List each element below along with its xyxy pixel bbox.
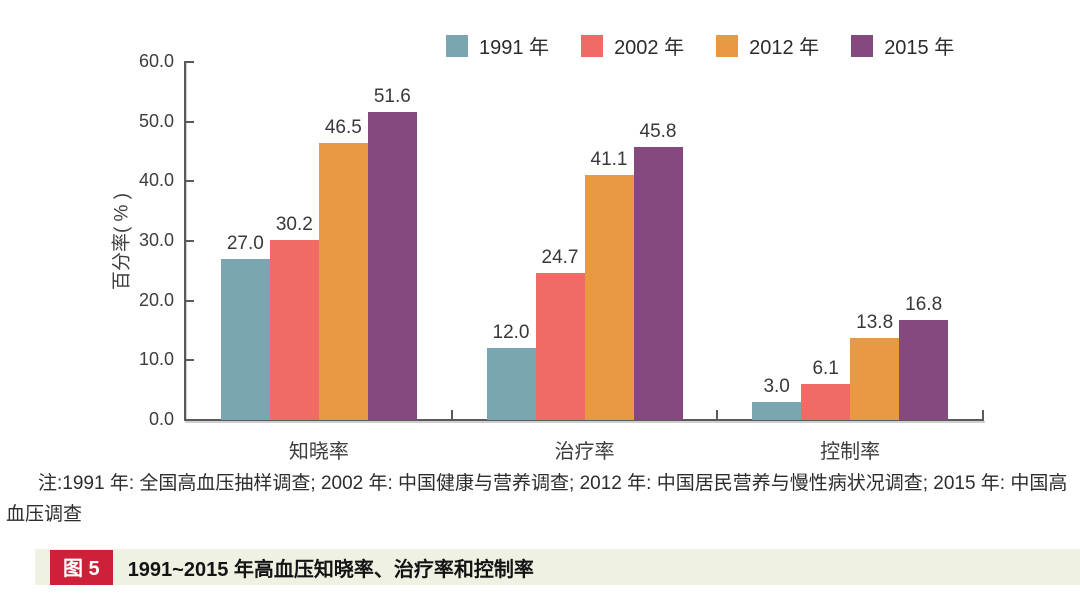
legend-item: 2002 年 [581, 31, 684, 60]
bar [850, 337, 900, 420]
bar-value-label: 3.0 [763, 376, 790, 398]
y-axis-tick [186, 359, 194, 362]
legend-label: 2002 年 [614, 37, 685, 59]
bar [899, 319, 949, 420]
legend-item: 2015 年 [851, 31, 954, 60]
legend-item: 1991 年 [446, 31, 549, 60]
bar [752, 402, 802, 420]
legend-label: 2015 年 [884, 37, 955, 59]
y-tick-label: 0.0 [148, 409, 174, 429]
bar-value-label: 41.1 [590, 148, 628, 170]
bar-value-label: 45.8 [639, 120, 677, 142]
figure-caption-bar: 图 5 1991~2015 年高血压知晓率、治疗率和控制率 [35, 549, 1080, 585]
legend-color-swatch [581, 34, 604, 57]
bar [633, 146, 683, 420]
figure-caption-text: 1991~2015 年高血压知晓率、治疗率和控制率 [127, 558, 534, 581]
bar-chart: 1991 年 2002 年 2012 年 2015 年 百分率( % ) 0.0 10.… [112, 31, 984, 463]
y-axis-line [184, 61, 186, 421]
y-axis-tick [186, 61, 194, 63]
bar [801, 383, 851, 420]
x-axis-line [184, 419, 984, 421]
bar [584, 174, 634, 420]
y-tick-label: 20.0 [138, 289, 174, 310]
y-tick-label: 40.0 [138, 170, 174, 191]
category-label: 治疗率 [554, 441, 615, 463]
legend-item: 2012 年 [716, 31, 819, 60]
bar [367, 112, 417, 420]
bar-value-label: 16.8 [905, 293, 943, 315]
y-axis-tick [186, 180, 194, 183]
bar-value-label: 6.1 [812, 357, 839, 379]
figure-number-badge: 图 5 [50, 549, 113, 585]
bar [486, 348, 536, 420]
bar-value-label: 30.2 [275, 213, 313, 235]
bar [220, 258, 270, 420]
x-axis-tick [450, 410, 453, 420]
legend-label: 1991 年 [479, 37, 550, 59]
category-label: 控制率 [820, 441, 881, 463]
bar-value-label: 12.0 [492, 322, 530, 344]
legend-color-swatch [716, 34, 739, 57]
y-axis-tick [186, 120, 194, 123]
legend-label: 2012 年 [749, 37, 820, 59]
bar [269, 239, 319, 420]
x-axis-tick [982, 410, 984, 420]
category-label: 知晓率 [288, 441, 349, 463]
legend-color-swatch [851, 34, 874, 57]
x-axis-tick [716, 410, 719, 420]
y-tick-label: 50.0 [138, 110, 174, 131]
bar [535, 272, 585, 420]
chart-legend: 1991 年 2002 年 2012 年 2015 年 [446, 31, 954, 60]
legend-color-swatch [446, 34, 468, 57]
bar [318, 142, 368, 420]
figure-note: 注:1991 年: 全国高血压抽样调查; 2002 年: 中国健康与营养调查; … [6, 473, 1068, 526]
y-tick-label: 10.0 [138, 349, 174, 370]
y-tick-label: 30.0 [138, 230, 174, 250]
bar-value-label: 13.8 [856, 311, 894, 333]
y-axis-tick [186, 240, 194, 242]
y-tick-label: 60.0 [138, 51, 174, 71]
bar-value-label: 51.6 [373, 86, 411, 108]
y-axis-tick [186, 299, 194, 302]
bar-value-label: 24.7 [541, 246, 579, 268]
bar-value-label: 46.5 [324, 116, 362, 138]
bar-value-label: 27.0 [226, 232, 264, 254]
